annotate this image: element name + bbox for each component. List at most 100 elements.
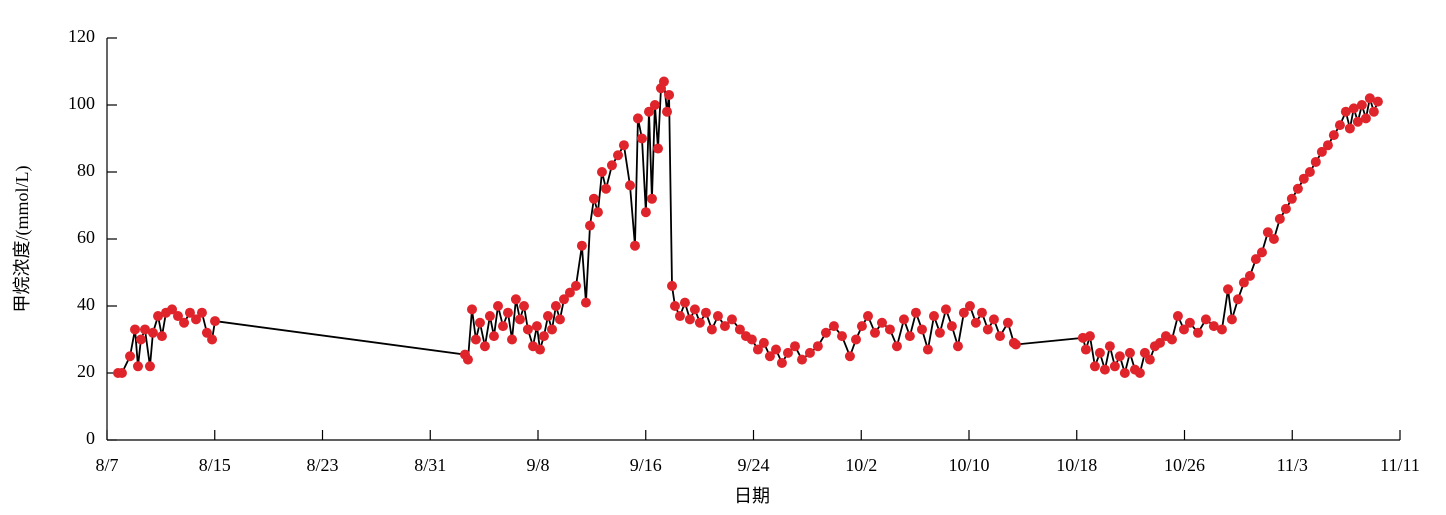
data-point <box>558 294 569 305</box>
data-point <box>531 321 542 332</box>
data-point <box>1104 341 1115 352</box>
data-point <box>1178 324 1189 335</box>
x-tick-label: 10/26 <box>1164 455 1205 475</box>
data-point <box>1172 311 1183 322</box>
data-point <box>789 341 800 352</box>
data-point <box>994 331 1005 342</box>
data-point <box>664 89 675 100</box>
data-point <box>828 321 839 332</box>
data-point <box>674 311 685 322</box>
data-point <box>764 351 775 362</box>
data-point <box>916 324 927 335</box>
data-point <box>514 314 525 325</box>
y-tick-label: 0 <box>86 428 95 448</box>
data-point <box>547 324 558 335</box>
data-point <box>958 307 969 318</box>
x-tick-label: 11/3 <box>1277 455 1308 475</box>
data-point <box>770 344 781 355</box>
data-point <box>812 341 823 352</box>
data-point <box>584 220 595 231</box>
data-point <box>1344 123 1355 134</box>
data-point <box>640 207 651 218</box>
data-point <box>135 334 146 345</box>
data-point <box>1226 314 1237 325</box>
data-point <box>726 314 737 325</box>
y-tick-label: 100 <box>68 93 95 113</box>
data-point <box>1334 120 1345 131</box>
data-point <box>1099 364 1110 375</box>
data-point <box>970 317 981 328</box>
data-point <box>596 167 607 177</box>
data-point <box>1352 116 1363 127</box>
data-point <box>856 321 867 332</box>
data-point <box>167 304 178 315</box>
x-tick-label: 8/31 <box>414 455 446 475</box>
data-point <box>484 311 495 322</box>
data-point <box>1223 284 1234 295</box>
data-point <box>550 301 561 311</box>
data-point <box>776 357 787 368</box>
data-point <box>1244 270 1255 281</box>
data-point <box>643 106 654 117</box>
data-point <box>1010 339 1021 350</box>
data-point <box>910 307 921 318</box>
data-point <box>479 341 490 352</box>
data-point <box>1360 113 1371 124</box>
data-point <box>922 344 933 355</box>
data-point <box>570 280 581 291</box>
x-tick-label: 10/18 <box>1056 455 1097 475</box>
data-point <box>1080 344 1091 355</box>
data-point <box>876 317 887 328</box>
data-point <box>1134 368 1145 378</box>
data-point <box>844 351 855 362</box>
data-point <box>210 316 221 327</box>
data-point <box>1268 234 1279 244</box>
data-point <box>1364 93 1375 104</box>
data-point <box>116 368 127 378</box>
data-point <box>1184 317 1195 328</box>
data-point <box>1144 354 1155 365</box>
data-point <box>1274 213 1285 224</box>
data-point <box>869 327 880 338</box>
data-point <box>1119 368 1130 378</box>
data-point <box>618 140 629 151</box>
data-point <box>719 321 730 332</box>
data-point <box>139 324 150 335</box>
data-point <box>518 301 529 311</box>
data-point <box>1262 227 1273 238</box>
data-point <box>884 324 895 335</box>
data-point <box>629 240 640 251</box>
data-point <box>1286 193 1297 204</box>
data-point <box>649 100 660 110</box>
data-point <box>1256 247 1267 258</box>
data-point <box>1200 314 1211 325</box>
data-point <box>601 183 612 194</box>
data-point <box>946 321 957 332</box>
data-point <box>470 334 481 345</box>
data-point <box>904 331 915 342</box>
data-point <box>191 314 202 325</box>
data-point <box>179 317 190 328</box>
data-point <box>820 327 831 338</box>
data-point <box>804 347 815 358</box>
data-point <box>1084 331 1095 342</box>
y-axis-label: 甲烷浓度/(mmol/L) <box>12 166 33 313</box>
data-point <box>132 361 143 372</box>
data-point <box>636 133 647 144</box>
data-point <box>125 351 136 362</box>
data-point <box>982 324 993 335</box>
data-point <box>196 307 207 318</box>
data-point <box>658 76 669 87</box>
data-point <box>535 344 546 355</box>
data-point <box>684 314 695 325</box>
data-point <box>976 307 987 318</box>
data-point <box>891 341 902 352</box>
data-point <box>1368 106 1379 117</box>
data-point <box>184 307 195 318</box>
data-point <box>1298 173 1309 184</box>
data-point <box>1280 203 1291 214</box>
data-point <box>1322 140 1333 151</box>
data-point <box>467 304 478 315</box>
data-point <box>1250 254 1261 265</box>
